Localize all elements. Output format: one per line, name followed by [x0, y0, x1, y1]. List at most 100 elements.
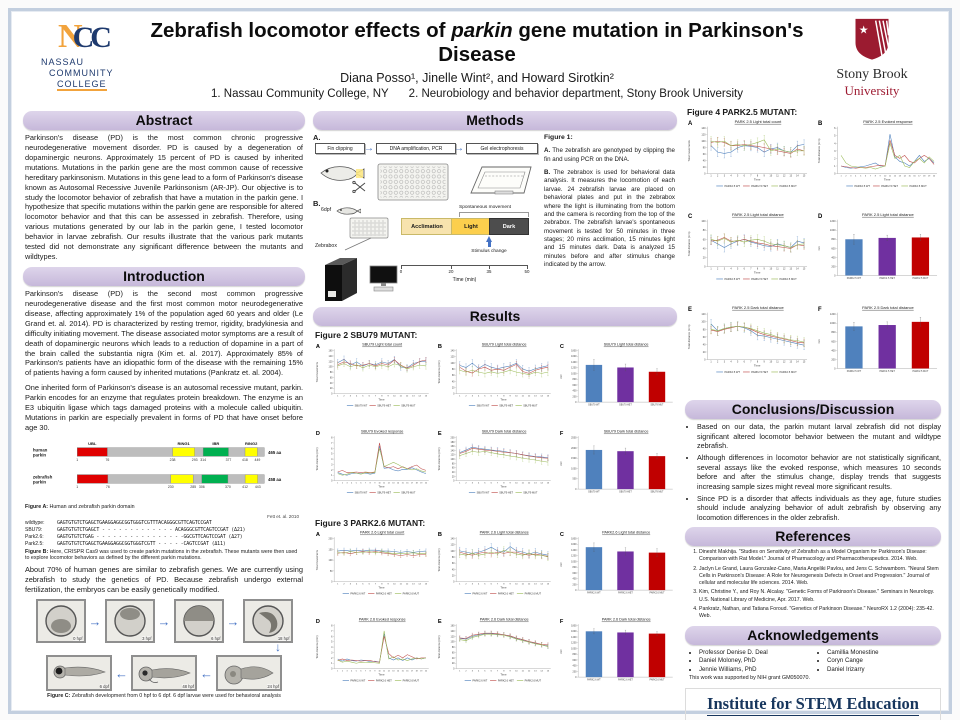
- svg-text:20: 20: [703, 256, 706, 259]
- svg-text:human: human: [33, 447, 48, 452]
- references-heading: References: [685, 527, 941, 546]
- svg-text:15: 15: [547, 583, 550, 585]
- svg-text:140: 140: [451, 449, 456, 452]
- svg-text:15: 15: [425, 395, 428, 397]
- stem-institute-logo: Institute for STEM Education ★ STONY BRO…: [685, 688, 941, 720]
- zebrabox-image: [325, 258, 357, 301]
- svg-text:1000: 1000: [829, 229, 835, 232]
- svg-text:18: 18: [416, 482, 418, 484]
- svg-text:5: 5: [362, 395, 364, 397]
- svg-text:18: 18: [416, 670, 418, 672]
- svg-text:60: 60: [452, 562, 455, 565]
- svg-text:Time: Time: [500, 484, 507, 488]
- svg-text:D: D: [316, 431, 320, 437]
- scissors-icon: [352, 180, 366, 193]
- svg-text:SBU79 HET: SBU79 HET: [377, 404, 391, 407]
- svg-text:6: 6: [360, 482, 361, 484]
- svg-text:D: D: [316, 619, 320, 625]
- svg-text:400: 400: [573, 578, 578, 581]
- fin-clipping-box: Fin clipping: [315, 143, 365, 154]
- chart-park25-dark-total-distance-line: E PARK 2.5 Dark total distance 0 20 40 60 80 10…: [685, 303, 812, 396]
- svg-text:8: 8: [331, 625, 333, 628]
- svg-text:377: 377: [226, 458, 232, 462]
- svg-text:PARK2.5 MUT: PARK2.5 MUT: [909, 184, 927, 188]
- svg-text:238: 238: [170, 458, 176, 462]
- acknowledgement-item: Camillia Monestine: [827, 649, 941, 656]
- svg-text:15: 15: [402, 482, 404, 484]
- svg-text:11: 11: [383, 670, 385, 672]
- acknowledgement-item: Jennie Williams, PhD: [699, 666, 813, 673]
- svg-text:PARK2.5 MUT: PARK2.5 MUT: [780, 184, 798, 188]
- svg-text:3: 3: [331, 651, 333, 654]
- sequence-row: SBU79: GAGTGTGTCTGAGCT - - - - - - - - - …: [25, 527, 305, 534]
- svg-text:180: 180: [451, 441, 456, 444]
- svg-text:20: 20: [425, 482, 427, 484]
- svg-text:SBU79 WT: SBU79 WT: [477, 491, 490, 494]
- svg-text:SBU79 WT: SBU79 WT: [588, 405, 600, 407]
- seq-sbu79: GAGTGTGTCTGAGCT - - - - - - - - - - - - …: [57, 526, 246, 533]
- svg-text:Time: Time: [754, 178, 761, 182]
- stimulus-change-label: Stimulus change: [471, 249, 507, 254]
- svg-text:40: 40: [703, 247, 706, 250]
- acknowledgements-col2: Camillia Monestine Coryn Cange Daniel Ir…: [827, 649, 941, 675]
- svg-text:100: 100: [451, 362, 456, 365]
- svg-text:50: 50: [330, 570, 333, 573]
- svg-text:2: 2: [845, 176, 847, 178]
- svg-text:3: 3: [472, 395, 474, 397]
- svg-text:4: 4: [351, 670, 352, 672]
- zebrabox-label: Zebrabox: [315, 243, 337, 249]
- sbu-university: University: [844, 83, 900, 98]
- svg-text:8: 8: [381, 395, 383, 397]
- svg-text:Total movements: Total movements: [687, 140, 691, 162]
- connector-line: [344, 237, 372, 251]
- chart-park25-light-total-distance-line: C PARK 2.5 Light total distance 0 20 40 60 80 1…: [685, 210, 812, 303]
- svg-text:5: 5: [737, 176, 739, 178]
- tick-0: 0: [399, 269, 403, 274]
- svg-text:1: 1: [76, 458, 78, 462]
- svg-text:12: 12: [783, 362, 786, 364]
- svg-text:12: 12: [528, 482, 531, 484]
- left-column: Abstract Parkinson's disease (PD) is the…: [23, 107, 305, 703]
- svg-text:10: 10: [515, 482, 518, 484]
- svg-text:9: 9: [388, 395, 390, 397]
- svg-text:76: 76: [105, 458, 109, 462]
- svg-text:200: 200: [573, 670, 578, 673]
- svg-text:6: 6: [744, 269, 746, 271]
- middle-column: Methods A. Fin clipping → DNA amplificat…: [313, 107, 677, 702]
- svg-text:14: 14: [796, 362, 799, 364]
- svg-text:8: 8: [503, 670, 505, 672]
- figure-2-label: Figure 2 SBU79 MUTANT:: [315, 330, 418, 340]
- svg-text:3: 3: [834, 150, 836, 153]
- stage-label: 24 hpf: [267, 684, 279, 690]
- svg-text:PARK 2.5 Light total distance: PARK 2.5 Light total distance: [862, 212, 915, 217]
- svg-text:9: 9: [510, 670, 512, 672]
- svg-text:B: B: [438, 344, 442, 350]
- svg-text:0: 0: [704, 266, 706, 269]
- svg-text:6: 6: [744, 176, 746, 178]
- figure-b-caption-label: Figure B:: [25, 548, 49, 555]
- svg-text:14: 14: [540, 482, 543, 484]
- svg-text:A: A: [316, 344, 320, 350]
- svg-text:4: 4: [331, 646, 333, 649]
- svg-text:Total distance (mm): Total distance (mm): [687, 232, 691, 257]
- svg-text:13: 13: [412, 395, 415, 397]
- figure-2-sbu79-charts: A SBU79 Light total count 0 20 40 60 80 100 120 1…: [313, 340, 677, 514]
- dark-segment: Dark: [489, 218, 529, 235]
- svg-text:PARK 2.6 Dark total distance: PARK 2.6 Dark total distance: [602, 618, 651, 622]
- svg-text:12: 12: [893, 176, 896, 178]
- svg-text:6: 6: [369, 395, 371, 397]
- down-arrow-icon: ↓: [275, 640, 281, 655]
- svg-text:400: 400: [831, 256, 836, 259]
- svg-text:13: 13: [898, 176, 901, 178]
- svg-text:14: 14: [540, 583, 543, 585]
- svg-text:120: 120: [451, 635, 456, 638]
- svg-text:314: 314: [200, 458, 206, 462]
- svg-text:5: 5: [356, 482, 357, 484]
- svg-text:0: 0: [453, 668, 455, 671]
- stage-label: 18 hpf: [277, 636, 290, 642]
- svg-text:60: 60: [452, 651, 455, 654]
- svg-text:2: 2: [331, 657, 333, 660]
- svg-text:1000: 1000: [571, 560, 577, 563]
- ncc-line2: COMMUNITY: [49, 67, 114, 78]
